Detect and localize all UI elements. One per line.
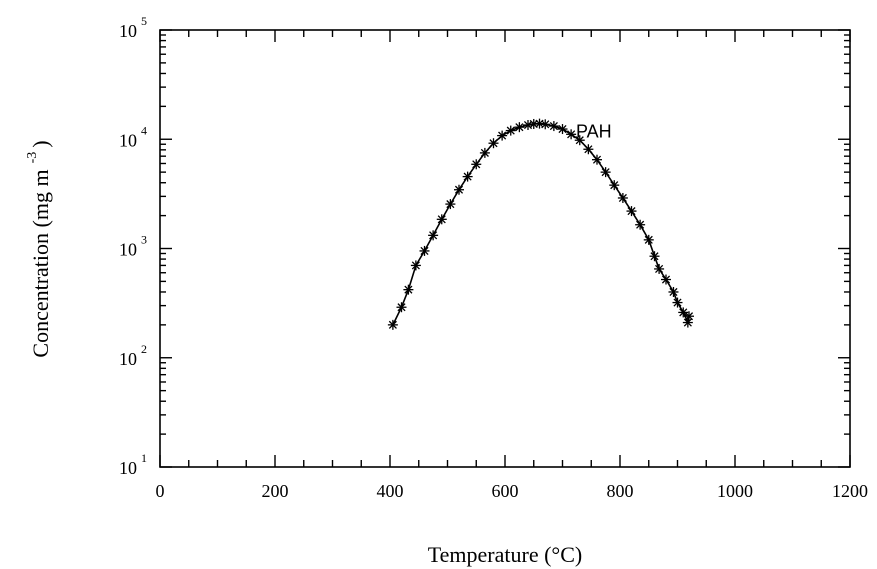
y-tick-exponent: 3	[141, 233, 147, 247]
data-point	[635, 219, 646, 230]
data-point	[403, 284, 414, 295]
y-tick-label: 10	[119, 21, 137, 41]
series-line-pah	[392, 122, 690, 326]
annotation-pah: PAH	[576, 121, 612, 141]
y-tick-labels: 10 1 10 2 10 3 10 4 10 5	[119, 14, 147, 478]
data-point	[672, 297, 683, 308]
data-point	[428, 230, 439, 241]
data-point	[592, 154, 602, 165]
data-point	[617, 192, 628, 203]
data-point	[479, 147, 490, 158]
y-axis-title-main: Concentration (mg m	[28, 169, 53, 357]
y-axis-title: Concentration (mg m -3)	[25, 140, 53, 357]
data-point	[505, 125, 516, 136]
data-point	[649, 251, 660, 262]
y-axis-title-close: )	[28, 140, 53, 147]
data-point	[488, 138, 499, 149]
data-point	[396, 302, 407, 313]
x-tick-label: 800	[607, 481, 634, 501]
y-tick-exponent: 1	[141, 451, 147, 465]
axis-ticks	[159, 29, 851, 468]
series-markers-pah	[387, 118, 694, 330]
y-tick-label: 10	[119, 240, 137, 260]
data-point	[557, 124, 568, 135]
y-tick-exponent: 2	[141, 342, 147, 356]
data-point	[410, 260, 421, 271]
x-tick-label: 1000	[717, 481, 753, 501]
data-point	[661, 274, 671, 285]
data-point	[600, 167, 611, 178]
data-point	[654, 263, 665, 274]
svg-text:Concentration (mg m-3): Concentration (mg m -3)	[25, 140, 53, 357]
y-tick-exponent: 4	[141, 123, 147, 137]
data-point	[682, 317, 693, 328]
data-point	[566, 129, 577, 140]
data-point	[626, 206, 637, 217]
y-tick-label: 10	[119, 349, 137, 369]
y-tick-exponent: 5	[141, 14, 147, 28]
x-axis-title: Temperature (°C)	[428, 542, 582, 567]
plot-frame	[159, 29, 851, 468]
data-point	[445, 199, 456, 210]
x-tick-label: 0	[156, 481, 165, 501]
data-point	[643, 234, 654, 245]
data-point	[668, 286, 679, 297]
x-tick-label: 400	[377, 481, 404, 501]
data-point	[419, 245, 430, 256]
data-point	[387, 319, 398, 330]
data-point	[497, 130, 508, 141]
y-tick-label: 10	[119, 130, 137, 150]
data-point	[684, 311, 694, 322]
data-point	[609, 180, 620, 191]
y-axis-title-sup: -3	[25, 152, 40, 164]
x-tick-labels: 0 200 400 600 800 1000 1200	[156, 481, 869, 501]
data-point	[514, 122, 525, 133]
data-point	[548, 121, 559, 132]
x-tick-label: 200	[262, 481, 289, 501]
data-point	[471, 159, 482, 170]
data-point	[523, 120, 533, 131]
data-point	[540, 119, 551, 130]
x-tick-label: 1200	[832, 481, 868, 501]
data-point	[436, 214, 447, 225]
data-point	[574, 135, 585, 146]
data-point	[583, 144, 594, 155]
data-point	[462, 171, 473, 182]
data-point	[678, 307, 689, 318]
data-point	[454, 184, 464, 195]
y-tick-label: 10	[119, 458, 137, 478]
x-tick-label: 600	[492, 481, 519, 501]
